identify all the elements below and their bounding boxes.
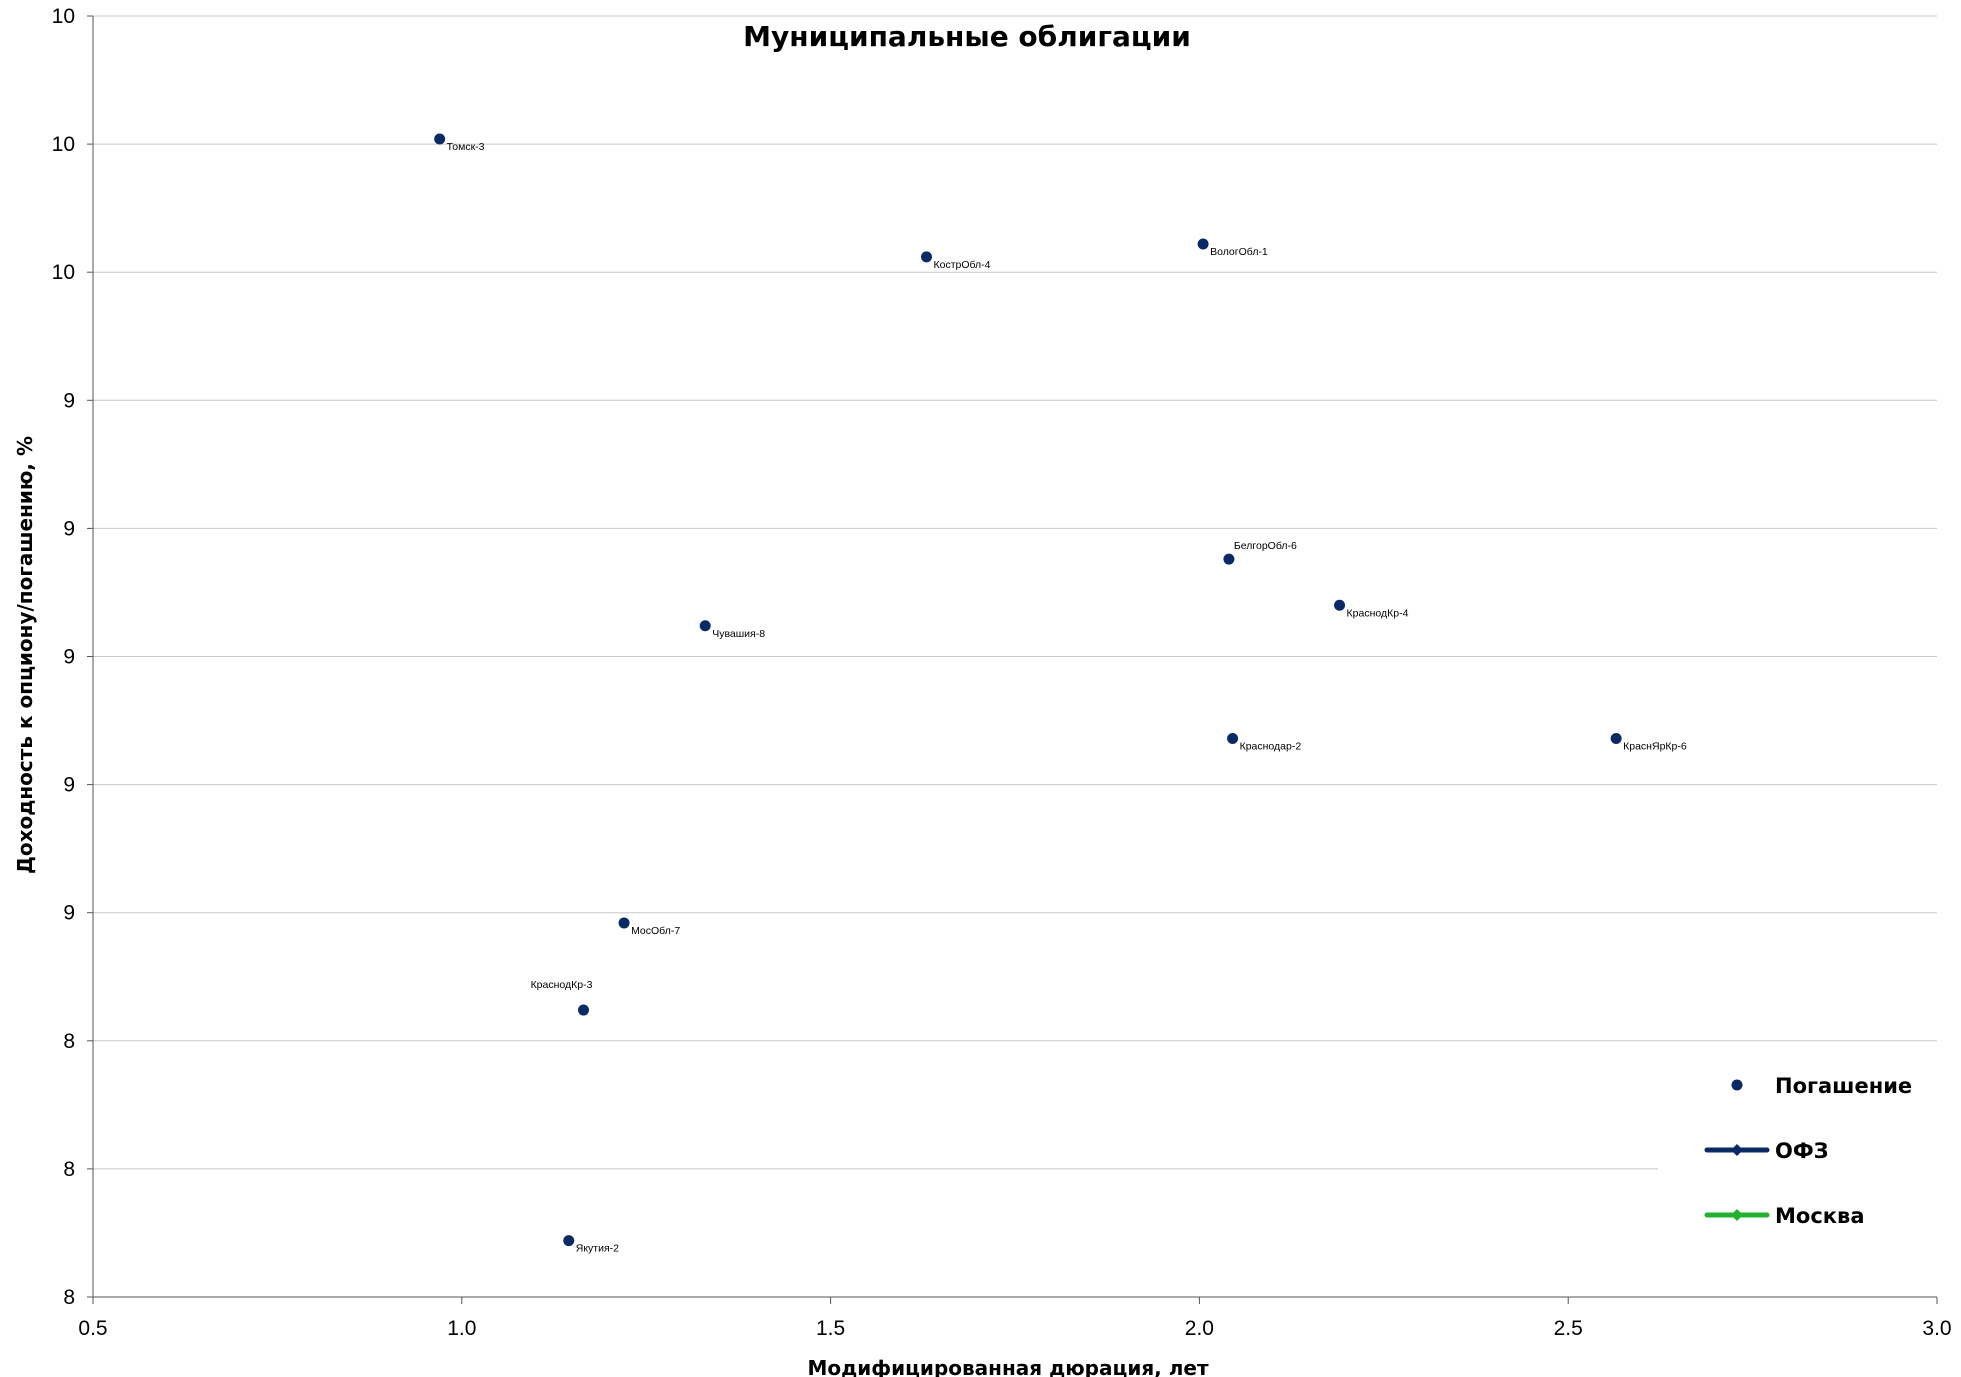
data-point-label: ВологОбл-1 bbox=[1210, 246, 1268, 258]
y-tick-label: 10 bbox=[52, 133, 75, 156]
data-point bbox=[618, 917, 630, 929]
data-point bbox=[699, 620, 711, 632]
data-point-label: КраснодКр-4 bbox=[1347, 607, 1409, 619]
data-point bbox=[1197, 238, 1209, 250]
y-tick-label: 8 bbox=[63, 1030, 75, 1053]
x-tick-label: 1.5 bbox=[816, 1317, 845, 1340]
legend-marker bbox=[1731, 1209, 1743, 1221]
data-point-label: КострОбл-4 bbox=[933, 259, 990, 271]
x-axis-ticks: 0.5 1.0 1.5 2.0 2.5 3.0 bbox=[78, 1297, 1952, 1340]
y-axis-ticks: 8 8 8 9 9 9 9 9 10 10 10 bbox=[52, 5, 93, 1309]
y-tick-label: 10 bbox=[52, 261, 75, 284]
data-points: Томск-3 КострОбл-4 ВологОбл-1 БелгорОбл-6 Кр… bbox=[434, 133, 1687, 1255]
x-tick-label: 2.0 bbox=[1185, 1317, 1214, 1340]
data-point bbox=[563, 1235, 575, 1247]
legend-label: Погашение bbox=[1775, 1074, 1912, 1098]
data-point bbox=[920, 251, 932, 263]
y-tick-label: 9 bbox=[63, 902, 75, 925]
gridlines bbox=[93, 15, 1937, 1170]
data-point-label: Краснодар-2 bbox=[1240, 740, 1302, 752]
data-point-label: КраснЯрКр-6 bbox=[1623, 740, 1687, 752]
y-tick-label: 9 bbox=[63, 389, 75, 412]
data-point-label: Якутия-2 bbox=[576, 1243, 619, 1255]
y-tick-label: 9 bbox=[63, 646, 75, 669]
y-tick-label: 8 bbox=[63, 1158, 75, 1181]
data-point bbox=[1223, 553, 1235, 565]
data-point bbox=[1227, 732, 1239, 744]
data-point-label: Томск-3 bbox=[447, 141, 485, 153]
data-point bbox=[578, 1004, 590, 1016]
data-point bbox=[434, 133, 446, 145]
data-point bbox=[1334, 599, 1346, 611]
data-point-label: БелгорОбл-6 bbox=[1234, 540, 1297, 552]
y-tick-label: 8 bbox=[63, 1286, 75, 1309]
legend: Погашение ОФЗ Москва bbox=[1704, 1074, 1912, 1228]
y-tick-label: 9 bbox=[63, 774, 75, 797]
data-point-label: МосОбл-7 bbox=[631, 925, 680, 937]
legend-marker bbox=[1731, 1079, 1743, 1091]
y-axis-title: Доходность к опциону/погашению, % bbox=[13, 436, 37, 874]
y-tick-label: 10 bbox=[52, 5, 75, 28]
legend-label: ОФЗ bbox=[1775, 1139, 1829, 1163]
x-tick-label: 2.5 bbox=[1554, 1317, 1583, 1340]
x-tick-label: 3.0 bbox=[1922, 1317, 1951, 1340]
data-point-label: Чувашия-8 bbox=[712, 628, 765, 640]
chart-title: Муниципальные облигации bbox=[743, 20, 1191, 53]
x-tick-label: 1.0 bbox=[447, 1317, 476, 1340]
data-point-label: КраснодКр-3 bbox=[531, 979, 593, 991]
legend-label: Москва bbox=[1775, 1204, 1865, 1228]
x-tick-label: 0.5 bbox=[78, 1317, 107, 1340]
x-axis-title: Модифицированная дюрация, лет bbox=[807, 1356, 1209, 1377]
legend-marker bbox=[1731, 1144, 1743, 1156]
data-point bbox=[1610, 732, 1622, 744]
y-tick-label: 9 bbox=[63, 517, 75, 540]
